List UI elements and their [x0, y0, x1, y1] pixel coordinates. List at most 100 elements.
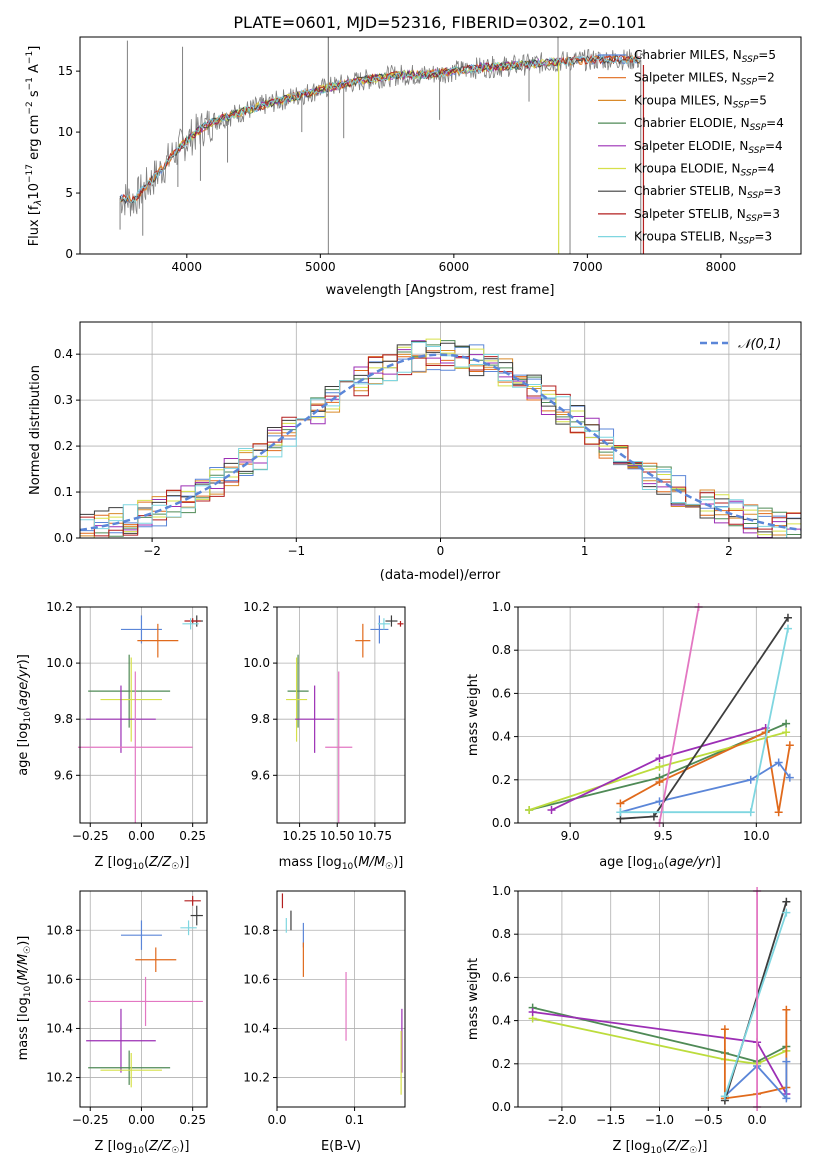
legend-subscript: SSP	[742, 55, 759, 65]
y-tick-label: 10.4	[46, 1021, 73, 1035]
weight-line-chabrier_miles	[620, 761, 791, 814]
legend-label-kroupa_miles: Kroupa MILES, NSSP=5	[634, 93, 767, 110]
age-vs-Z-panel: −0.25 0.00 0.25 9.6 9.8 10.0 10.2	[46, 600, 208, 843]
weight-marker-chabrier_miles	[746, 775, 755, 784]
legend-value: =4	[765, 139, 783, 153]
x-tick-label: 10.50	[320, 829, 354, 843]
weight-line-chabrier_elodie	[532, 1006, 787, 1063]
x-tick-label: 4000	[172, 260, 203, 274]
spectrum-panel: 4000 5000 6000 7000 8000 0 5 10 15 wavelength [A…	[25, 36, 802, 298]
y-tick-label: 5	[65, 186, 73, 200]
weight-line-salpeter_elodie	[551, 727, 766, 811]
legend-label-chabrier_elodie: Chabrier ELODIE, NSSP=4	[634, 116, 784, 133]
residuals-panel: −2 −1 0 1 2 0.0 0.1 0.2 0.3 0.4 (data-model)/erro…	[28, 321, 802, 583]
weight-line-lime	[532, 1017, 787, 1065]
x-tick-label: 0.00	[128, 1113, 155, 1127]
weight-vs-age-ylabel: mass weight	[466, 674, 481, 756]
x-tick-label: 8000	[706, 260, 737, 274]
x-tick-label: 9.5	[654, 829, 673, 843]
histogram-kroupa_stelib	[80, 341, 801, 539]
histogram-salpeter_elodie	[80, 340, 801, 539]
weight-marker-chabrier_miles	[782, 1094, 791, 1103]
weight-marker-kroupa_stelib	[616, 808, 625, 817]
histogram-salpeter_stelib	[80, 354, 801, 537]
legend-subscript: SSP	[750, 123, 767, 133]
x-tick-label: 1	[581, 544, 589, 558]
model-spectrum-kroupa_stelib	[119, 54, 641, 204]
weight-marker-chabrier_miles	[785, 773, 794, 782]
x-tick-label: 10.25	[282, 829, 316, 843]
weight-marker-salpeter_miles	[782, 1005, 791, 1014]
x-tick-label: 0.00	[128, 829, 155, 843]
x-tick-label: 10.75	[358, 829, 392, 843]
weight-vs-age-panel: 9.0 9.5 10.0 0.0 0.2 0.4 0.6 0.8 1.0	[492, 600, 802, 843]
y-tick-label: 1.0	[492, 600, 511, 614]
mass-vs-ebv-xlabel: E(B-V)	[321, 1139, 361, 1154]
legend-label-salpeter_stelib: Salpeter STELIB, NSSP=3	[634, 207, 780, 224]
legend-label-kroupa_elodie: Kroupa ELODIE, NSSP=4	[634, 162, 775, 179]
weight-line-kroupa_stelib	[724, 912, 788, 1097]
model-spectrum-salpeter_elodie	[177, 57, 562, 152]
legend-value: =3	[754, 230, 772, 244]
x-tick-label: −1.5	[596, 1113, 625, 1127]
histogram-kroupa_miles	[80, 350, 801, 539]
weight-marker-kroupa_stelib	[782, 908, 791, 917]
weight-line-lime	[528, 731, 787, 811]
x-tick-label: −1.0	[645, 1113, 674, 1127]
weight-vs-Z-panel: −2.0 −1.5 −1.0 −0.5 0.0 0.0 0.2 0.4 0.6 0.8 1.0	[492, 884, 802, 1127]
weight-marker-salpeter_elodie	[547, 806, 556, 815]
weight-marker-lime	[655, 762, 664, 771]
y-tick-label: 0.4	[54, 347, 73, 361]
x-tick-label: −0.25	[72, 829, 109, 843]
x-tick-label: −1	[287, 544, 305, 558]
weight-marker-chabrier_miles	[774, 758, 783, 767]
weight-marker-chabrier_stelib	[783, 613, 792, 622]
weight-marker-lime	[525, 806, 534, 815]
legend-subscript: SSP	[748, 146, 765, 156]
legend-subscript: SSP	[738, 237, 755, 247]
weight-line-chabrier_miles	[724, 1061, 788, 1101]
mass-vs-ebv-panel: 0.0 0.1 10.2 10.4 10.6 10.8	[243, 890, 406, 1127]
gaussian-curve	[79, 353, 802, 532]
y-tick-label: 10.6	[46, 972, 73, 986]
age-vs-Z-xlabel: Z [log10(Z/Z☉)]	[95, 855, 190, 872]
y-tick-label: 9.8	[251, 712, 270, 726]
legend-subscript: SSP	[747, 191, 764, 201]
y-tick-label: 0.8	[492, 927, 511, 941]
weight-marker-kroupa_stelib	[746, 808, 755, 817]
model-spectrum-chabrier_elodie	[177, 59, 562, 150]
weight-vs-age-xlabel: age [log10(age/yr)]	[599, 855, 721, 872]
weight-marker-salpeter_miles	[655, 777, 664, 786]
x-tick-label: −2.0	[547, 1113, 576, 1127]
histogram-chabrier_miles	[80, 344, 801, 534]
x-tick-label: 0.1	[345, 1113, 364, 1127]
y-tick-label: 0.6	[492, 970, 511, 984]
legend-label-salpeter_miles: Salpeter MILES, NSSP=2	[634, 71, 775, 88]
x-tick-label: 0.25	[179, 1113, 206, 1127]
weight-vs-Z-ylabel: mass weight	[466, 958, 481, 1040]
y-tick-label: 10.2	[243, 600, 270, 614]
y-tick-label: 0.4	[492, 1014, 511, 1028]
weight-marker-kroupa_stelib	[720, 1092, 729, 1101]
weight-marker-chabrier_miles	[782, 1057, 791, 1066]
y-tick-label: 10.0	[46, 656, 73, 670]
y-tick-label: 0.8	[492, 643, 511, 657]
x-tick-label: 6000	[439, 260, 470, 274]
weight-marker-salpeter_miles	[785, 741, 794, 750]
y-tick-label: 0.3	[54, 393, 73, 407]
legend-subscript: SSP	[733, 100, 750, 110]
x-tick-label: 0	[437, 544, 445, 558]
axes-frame	[276, 606, 406, 824]
weight-marker-salpeter_miles	[616, 799, 625, 808]
weight-marker-salpeter_elodie	[528, 1007, 537, 1016]
y-tick-label: 0.1	[54, 485, 73, 499]
legend-value: =5	[749, 93, 767, 107]
y-tick-label: 0.6	[492, 686, 511, 700]
y-tick-label: 0.4	[492, 730, 511, 744]
mass-vs-Z-ylabel: mass [log10(M/M☉)]	[16, 936, 33, 1061]
age-vs-Z-ylabel: age [log10(age/yr)]	[16, 654, 33, 776]
weight-line-chabrier_stelib	[620, 617, 789, 820]
axes-frame	[79, 890, 208, 1108]
y-tick-label: 0.0	[492, 1100, 511, 1114]
y-tick-label: 10.8	[46, 923, 73, 937]
